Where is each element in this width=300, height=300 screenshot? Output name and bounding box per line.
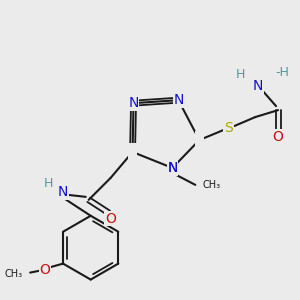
- Text: N: N: [167, 161, 178, 175]
- Text: H: H: [44, 177, 53, 190]
- Text: O: O: [105, 212, 116, 226]
- Text: -H: -H: [275, 66, 289, 79]
- Text: S: S: [224, 121, 233, 135]
- Text: N: N: [128, 96, 139, 110]
- Text: CH₃: CH₃: [4, 268, 22, 279]
- Text: H: H: [236, 68, 245, 81]
- Text: O: O: [273, 130, 283, 144]
- Text: CH₃: CH₃: [202, 180, 220, 190]
- Text: N: N: [58, 185, 68, 199]
- Text: N: N: [253, 79, 263, 93]
- Text: N: N: [167, 161, 178, 175]
- Text: O: O: [40, 262, 51, 277]
- Text: N: N: [173, 93, 184, 107]
